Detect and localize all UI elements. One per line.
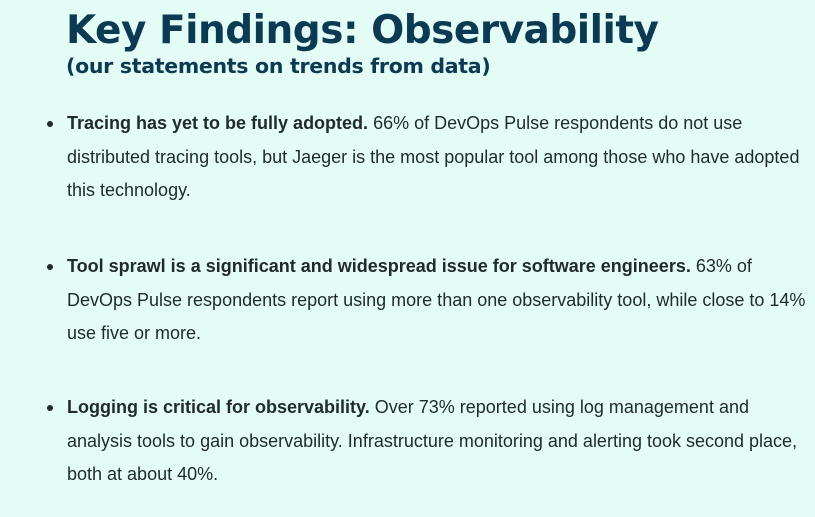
finding-lead: Tracing has yet to be fully adopted. <box>67 113 369 133</box>
finding-lead: Tool sprawl is a significant and widespr… <box>67 256 691 276</box>
finding-lead: Logging is critical for observability. <box>67 397 370 417</box>
page-title: Key Findings: Observability <box>66 8 659 53</box>
bullet-icon <box>47 405 53 411</box>
finding-body: 66% of DevOps Pulse respondents do not u… <box>67 113 800 200</box>
finding-item: Tracing has yet to be fully adopted. 66%… <box>47 107 812 208</box>
bullet-icon <box>47 264 53 270</box>
finding-body: Over 73% reported using log management a… <box>67 397 798 484</box>
finding-item: Logging is critical for observability. O… <box>47 391 812 492</box>
finding-item: Tool sprawl is a significant and widespr… <box>47 250 812 351</box>
finding-body: 63% of DevOps Pulse respondents report u… <box>67 256 806 343</box>
bullet-icon <box>47 121 53 127</box>
page-subtitle: (our statements on trends from data) <box>66 54 491 78</box>
